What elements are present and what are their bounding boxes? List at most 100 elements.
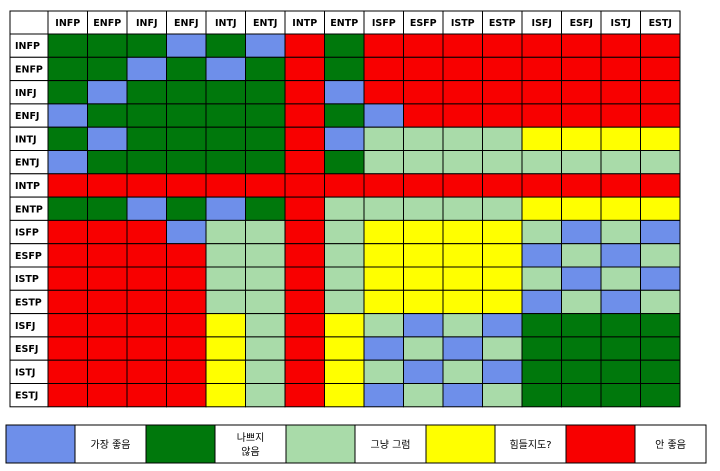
heatmap-cell (363, 266, 404, 291)
heatmap-cell (87, 56, 128, 82)
heatmap-cell (521, 219, 562, 245)
heatmap-cell (126, 289, 167, 315)
heatmap-cell (205, 289, 246, 315)
heatmap-cell (47, 126, 88, 151)
heatmap-cell (600, 126, 641, 151)
row-header-label: ENFP (15, 64, 43, 75)
heatmap-cell (324, 56, 365, 82)
heatmap-cell (245, 196, 286, 221)
heatmap-cell (205, 150, 246, 175)
legend-swatch (425, 424, 496, 464)
heatmap-cell (403, 219, 444, 245)
heatmap-cell (521, 359, 562, 385)
heatmap-cell (87, 103, 128, 128)
heatmap-cell (126, 336, 167, 361)
heatmap-cell (600, 336, 641, 361)
heatmap-cell (640, 173, 681, 198)
heatmap-cell (166, 173, 207, 198)
heatmap-cell (482, 33, 523, 58)
heatmap-cell (403, 126, 444, 151)
heatmap-cell (600, 289, 641, 315)
heatmap-cell (640, 289, 681, 315)
row-header-label: ESTJ (15, 391, 38, 402)
heatmap-cell (126, 196, 167, 221)
heatmap-cell (245, 313, 286, 338)
heatmap-cell (482, 383, 523, 408)
heatmap-cell (521, 383, 562, 408)
heatmap-cell (640, 266, 681, 291)
legend-label-cell (354, 424, 427, 464)
heatmap-cell (284, 103, 325, 128)
heatmap-cell (521, 80, 562, 105)
heatmap-cell (205, 313, 246, 338)
row-header-label: ISFP (15, 228, 39, 239)
heatmap-cell (166, 266, 207, 291)
heatmap-cell (126, 173, 167, 198)
heatmap-cell (245, 173, 286, 198)
heatmap-cell (640, 126, 681, 151)
heatmap-cell (126, 80, 167, 105)
heatmap-cell (403, 196, 444, 221)
column-header-label: ESFJ (570, 18, 593, 29)
heatmap-cell (363, 173, 404, 198)
heatmap-cell (324, 359, 365, 385)
heatmap-cell (640, 103, 681, 128)
heatmap-cell (126, 359, 167, 385)
heatmap-cell (403, 383, 444, 408)
heatmap-cell (521, 196, 562, 221)
heatmap-cell (600, 359, 641, 385)
heatmap-cell (47, 266, 88, 291)
heatmap-cell (482, 173, 523, 198)
legend-label: 나쁘지 않음 (237, 432, 265, 458)
heatmap-cell (482, 359, 523, 385)
heatmap-cell (561, 196, 602, 221)
heatmap-cell (600, 196, 641, 221)
heatmap-cell (205, 266, 246, 291)
column-header-label: ENFJ (174, 18, 198, 29)
legend-label: 안 좋음 (655, 439, 686, 451)
heatmap-cell (561, 313, 602, 338)
legend-label-cell (214, 424, 287, 464)
heatmap-cell (442, 383, 483, 408)
legend-swatch (145, 424, 216, 464)
heatmap-cell (521, 150, 562, 175)
heatmap-cell (561, 243, 602, 268)
heatmap-cell (166, 196, 207, 221)
heatmap-cell (363, 336, 404, 361)
heatmap-cell (284, 219, 325, 245)
heatmap-cell (166, 289, 207, 315)
heatmap-cell (640, 56, 681, 82)
heatmap-cell (600, 383, 641, 408)
heatmap-cell (126, 103, 167, 128)
column-header-label: ESTP (489, 18, 516, 29)
heatmap-cell (284, 313, 325, 338)
heatmap-cell (47, 243, 88, 268)
heatmap-cell (482, 289, 523, 315)
heatmap-cell (600, 56, 641, 82)
column-header-label: ENTJ (253, 18, 277, 29)
column-header-label: INFJ (136, 18, 158, 29)
column-header-label: ENFP (93, 18, 121, 29)
heatmap-cell (205, 219, 246, 245)
heatmap-cell (324, 150, 365, 175)
heatmap-cell (442, 359, 483, 385)
heatmap-cell (47, 103, 88, 128)
row-header-label: ESTP (15, 297, 42, 308)
heatmap-cell (403, 359, 444, 385)
heatmap-cell (245, 383, 286, 408)
heatmap-cell (363, 289, 404, 315)
heatmap-cell (442, 219, 483, 245)
heatmap-cell (47, 289, 88, 315)
heatmap-cell (403, 289, 444, 315)
heatmap-cell (245, 336, 286, 361)
heatmap-cell (403, 80, 444, 105)
heatmap-cell (640, 336, 681, 361)
heatmap-cell (87, 266, 128, 291)
heatmap-cell (442, 243, 483, 268)
heatmap-cell (442, 289, 483, 315)
heatmap-cell (482, 56, 523, 82)
heatmap-cell (363, 150, 404, 175)
heatmap-cell (205, 383, 246, 408)
heatmap-cell (640, 33, 681, 58)
heatmap-cell (87, 359, 128, 385)
